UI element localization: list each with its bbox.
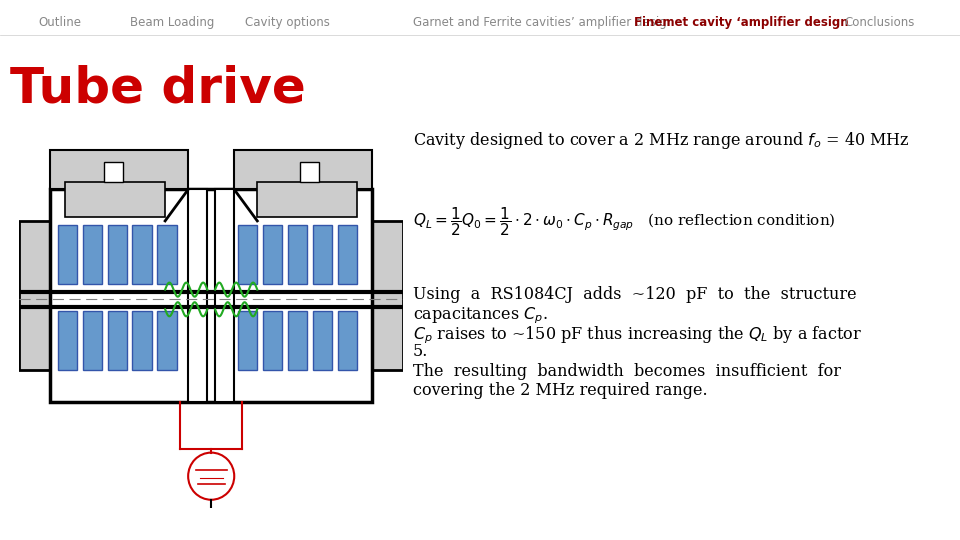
Text: Conclusions: Conclusions	[845, 16, 915, 29]
Bar	[338, 225, 357, 284]
Bar	[188, 190, 207, 402]
Text: Cavity options: Cavity options	[245, 16, 329, 29]
Bar	[58, 225, 77, 284]
Bar	[313, 225, 332, 284]
Text: Outline: Outline	[38, 16, 82, 29]
Bar	[108, 311, 127, 370]
Text: Cavity designed to cover a 2 MHz range around $f_o$ = 40 MHz: Cavity designed to cover a 2 MHz range a…	[413, 130, 910, 151]
Text: covering the 2 MHz required range.: covering the 2 MHz required range.	[413, 382, 708, 399]
Text: 5.: 5.	[413, 343, 428, 361]
Bar	[215, 190, 234, 402]
Text: $Q_L = \dfrac{1}{2}Q_0 = \dfrac{1}{2}\cdot 2 \cdot \omega_0 \cdot C_p \cdot R_{g: $Q_L = \dfrac{1}{2}Q_0 = \dfrac{1}{2}\cd…	[413, 205, 835, 238]
Circle shape	[188, 453, 234, 500]
Text: Beam Loading: Beam Loading	[130, 16, 214, 29]
Bar	[157, 225, 177, 284]
Text: Tube drive: Tube drive	[10, 65, 305, 113]
Bar	[58, 311, 77, 370]
Bar	[300, 162, 319, 181]
Text: Finemet cavity ‘amplifier design: Finemet cavity ‘amplifier design	[634, 16, 849, 29]
Bar	[288, 225, 307, 284]
Bar	[83, 225, 102, 284]
Bar	[132, 225, 152, 284]
Text: Garnet and Ferrite cavities’ amplifier design: Garnet and Ferrite cavities’ amplifier d…	[413, 16, 674, 29]
Bar	[263, 225, 282, 284]
Bar	[238, 311, 257, 370]
Bar	[338, 311, 357, 370]
Bar	[50, 150, 188, 190]
Bar	[108, 225, 127, 284]
Bar	[238, 225, 257, 284]
Bar	[372, 221, 403, 370]
Text: Using  a  RS1084CJ  adds  ~120  pF  to  the  structure: Using a RS1084CJ adds ~120 pF to the str…	[413, 286, 856, 303]
Bar	[132, 311, 152, 370]
Bar	[257, 181, 357, 217]
Bar	[19, 221, 50, 370]
Bar	[313, 311, 332, 370]
Bar	[50, 190, 372, 402]
Bar	[263, 311, 282, 370]
Bar	[83, 311, 102, 370]
Text: The  resulting  bandwidth  becomes  insufficient  for: The resulting bandwidth becomes insuffic…	[413, 362, 841, 380]
Bar	[65, 181, 165, 217]
Text: $C_p$ raises to ~150 pF thus increasing the $Q_L$ by a factor: $C_p$ raises to ~150 pF thus increasing …	[413, 325, 862, 346]
Bar	[157, 311, 177, 370]
Text: capacitances $C_p$.: capacitances $C_p$.	[413, 305, 547, 326]
Bar	[234, 150, 372, 190]
Bar	[104, 162, 123, 181]
Bar	[288, 311, 307, 370]
